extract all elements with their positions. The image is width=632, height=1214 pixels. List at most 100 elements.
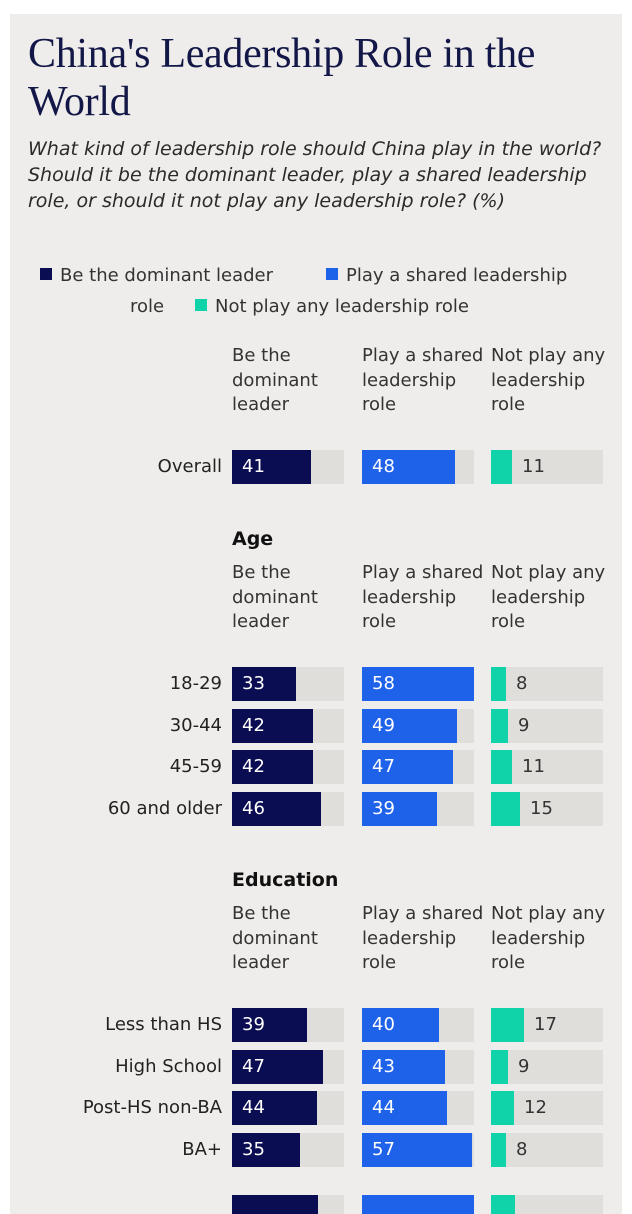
value-label-none: 8 — [516, 1139, 528, 1160]
value-label-shared: 40 — [372, 1014, 395, 1035]
value-label-none: 9 — [518, 1056, 530, 1077]
bar-dominant-partial — [232, 1195, 318, 1214]
bar-track-dominant: 39 — [232, 1008, 344, 1042]
value-label-shared: 43 — [372, 1056, 395, 1077]
chart-subtitle: What kind of leadership role should Chin… — [28, 138, 602, 212]
bar-track-shared: 48 — [362, 450, 474, 484]
column-header-shared: Play a shared leadership role — [362, 562, 484, 632]
row-label: BA+ — [182, 1139, 222, 1160]
value-label-dominant: 46 — [242, 798, 265, 819]
value-label-shared: 39 — [372, 798, 395, 819]
row-label: Post-HS non-BA — [82, 1097, 222, 1118]
bar-shared-partial — [362, 1195, 474, 1214]
bar-shared — [362, 1050, 445, 1084]
value-label-shared: 57 — [372, 1139, 395, 1160]
bar-dominant — [232, 709, 313, 743]
bar-track-shared: 49 — [362, 709, 474, 743]
bar-track-dominant: 35 — [232, 1133, 344, 1167]
legend-item-shared: Play a shared leadership — [326, 265, 567, 286]
bar-shared — [362, 750, 453, 784]
value-label-dominant: 47 — [242, 1056, 265, 1077]
column-header-shared: Play a shared leadership role — [362, 345, 484, 415]
legend-swatch-dominant — [40, 268, 52, 280]
legend-label-shared: Play a shared leadership — [346, 265, 567, 286]
value-label-shared: 58 — [372, 673, 395, 694]
bar-track-shared: 57 — [362, 1133, 474, 1167]
bar-dominant — [232, 450, 311, 484]
value-label-dominant: 42 — [242, 756, 265, 777]
value-label-none: 11 — [522, 456, 545, 477]
bar-shared — [362, 792, 437, 826]
bar-shared — [362, 1091, 447, 1125]
bar-dominant — [232, 1008, 307, 1042]
bar-track-shared: 58 — [362, 667, 474, 701]
bar-track-none-partial — [491, 1195, 603, 1214]
bar-track-none: 8 — [491, 1133, 603, 1167]
value-label-none: 11 — [522, 756, 545, 777]
legend-item-dominant: Be the dominant leader — [40, 265, 273, 286]
bar-none — [491, 792, 520, 826]
bar-track-none: 17 — [491, 1008, 603, 1042]
bar-track-shared: 43 — [362, 1050, 474, 1084]
value-label-none: 12 — [524, 1097, 547, 1118]
row-label: High School — [115, 1056, 222, 1077]
bar-dominant — [232, 750, 313, 784]
chart-title: China's Leadership Role in the World — [28, 31, 536, 125]
column-header-none: Not play any leadership role — [491, 345, 606, 415]
bar-none — [491, 450, 512, 484]
value-label-dominant: 42 — [242, 715, 265, 736]
legend-swatch-none — [195, 299, 207, 311]
column-header-shared: Play a shared leadership role — [362, 903, 484, 973]
bar-shared — [362, 709, 457, 743]
column-header-none: Not play any leadership role — [491, 903, 606, 973]
bar-track-dominant: 41 — [232, 450, 344, 484]
bar-track-dominant-partial — [232, 1195, 344, 1214]
value-label-shared: 48 — [372, 456, 395, 477]
row-label: 18-29 — [169, 673, 222, 694]
value-label-shared: 44 — [372, 1097, 395, 1118]
legend-label-dominant: Be the dominant leader — [60, 265, 274, 286]
bar-track-dominant: 47 — [232, 1050, 344, 1084]
section-heading-age: Age — [232, 528, 274, 550]
bar-none-partial — [491, 1195, 515, 1214]
bar-shared — [362, 1133, 472, 1167]
bar-shared — [362, 667, 474, 701]
bar-track-none: 15 — [491, 792, 603, 826]
bar-track-shared: 44 — [362, 1091, 474, 1125]
value-label-dominant: 35 — [242, 1139, 265, 1160]
row-label: 45-59 — [169, 756, 222, 777]
column-header-dominant: Be the dominant leader — [232, 345, 318, 415]
value-label-dominant: 39 — [242, 1014, 265, 1035]
bar-none — [491, 667, 506, 701]
value-label-shared: 47 — [372, 756, 395, 777]
row-label: 60 and older — [107, 798, 222, 819]
value-label-none: 8 — [516, 673, 528, 694]
value-label-none: 9 — [518, 715, 530, 736]
bar-dominant — [232, 1091, 317, 1125]
legend-label-none: Not play any leadership role — [215, 296, 469, 317]
bar-dominant — [232, 667, 296, 701]
bar-track-none: 11 — [491, 450, 603, 484]
row-label: Overall — [157, 456, 222, 477]
column-header-none: Not play any leadership role — [491, 562, 606, 632]
bar-track-dominant: 42 — [232, 750, 344, 784]
bar-none — [491, 1091, 514, 1125]
section-heading-education: Education — [232, 869, 339, 891]
bar-track-shared: 40 — [362, 1008, 474, 1042]
bar-track-none: 9 — [491, 1050, 603, 1084]
bar-track-dominant: 44 — [232, 1091, 344, 1125]
row-label: Less than HS — [105, 1014, 222, 1035]
bar-none — [491, 1008, 524, 1042]
column-header-dominant: Be the dominant leader — [232, 562, 318, 632]
bar-track-none: 9 — [491, 709, 603, 743]
bar-none — [491, 1133, 506, 1167]
bar-shared — [362, 450, 455, 484]
bar-dominant — [232, 792, 321, 826]
bar-track-none: 8 — [491, 667, 603, 701]
bar-dominant — [232, 1133, 300, 1167]
bar-track-dominant: 46 — [232, 792, 344, 826]
bar-track-dominant: 42 — [232, 709, 344, 743]
bar-track-none: 12 — [491, 1091, 603, 1125]
bar-none — [491, 1050, 508, 1084]
legend-label-shared-line1: Play a shared leadership — [346, 265, 568, 286]
